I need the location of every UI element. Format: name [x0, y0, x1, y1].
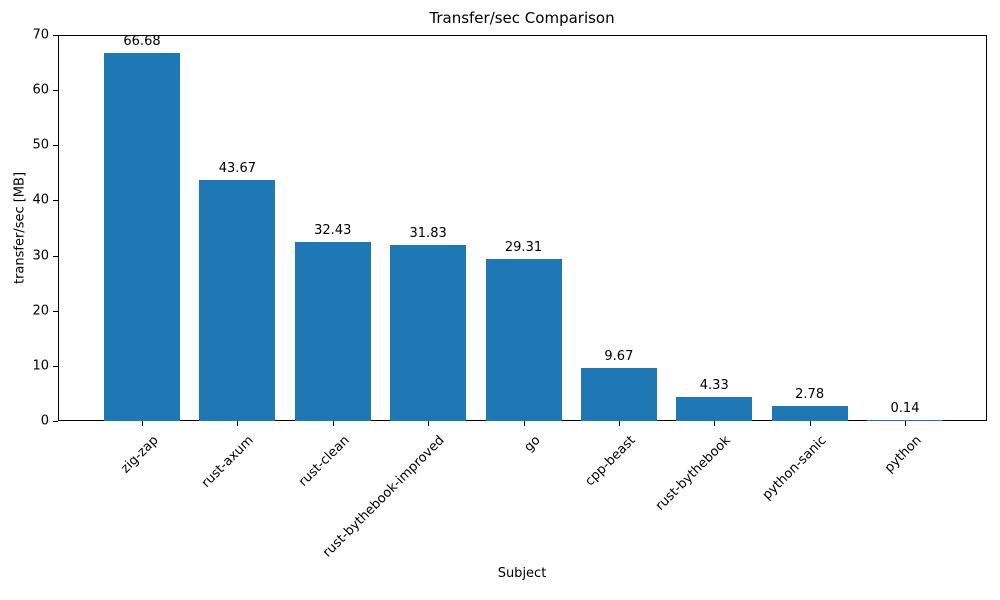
x-tick-label: python-sanic	[759, 433, 830, 503]
y-tick-mark	[53, 35, 58, 36]
bar	[104, 53, 180, 421]
y-tick-mark	[53, 200, 58, 202]
x-tick-mark	[714, 421, 716, 426]
bar-value-label: 66.68	[123, 34, 161, 50]
bar	[390, 245, 467, 421]
bar-value-label: 0.14	[890, 401, 920, 416]
y-tick-label: 20	[32, 303, 49, 319]
y-tick-mark	[53, 365, 58, 367]
bar-value-label: 31.83	[409, 226, 447, 242]
y-tick-mark	[53, 310, 58, 312]
x-tick-mark	[237, 421, 239, 426]
y-tick-label: 40	[32, 192, 49, 208]
bar	[294, 242, 371, 421]
y-tick-label: 60	[32, 82, 49, 98]
x-tick-label: rust-axum	[199, 433, 257, 491]
x-tick-mark	[905, 421, 906, 426]
y-tick-label: 70	[32, 27, 49, 43]
x-tick-label: cpp-beast	[582, 433, 639, 490]
bar	[580, 367, 657, 421]
x-tick-mark	[523, 421, 525, 426]
bar	[867, 420, 943, 421]
bar-value-label: 43.67	[218, 161, 256, 177]
x-tick-label: rust-bythebook	[653, 433, 734, 514]
y-tick-mark	[53, 90, 58, 92]
bar-value-label: 9.67	[604, 348, 634, 364]
bar-value-label: 32.43	[314, 223, 352, 239]
x-tick-mark	[142, 421, 143, 426]
bar	[485, 259, 562, 421]
x-tick-label: rust-clean	[295, 433, 353, 490]
y-tick-label: 0	[40, 413, 49, 429]
y-tick-label: 10	[32, 358, 49, 374]
x-tick-label: zig-zap	[118, 433, 162, 477]
y-tick-mark	[53, 145, 58, 147]
chart-title: Transfer/sec Comparison	[429, 9, 615, 27]
x-tick-mark	[618, 421, 620, 426]
x-tick-label: python	[881, 433, 925, 476]
bar-value-label: 4.33	[699, 378, 729, 394]
bar	[199, 180, 276, 421]
bar-value-label: 29.31	[504, 240, 543, 256]
y-tick-label: 50	[32, 137, 49, 153]
y-tick-label: 30	[32, 248, 49, 264]
x-tick-mark	[332, 421, 334, 426]
x-tick-label: go	[521, 433, 544, 456]
bar	[771, 405, 848, 421]
bar	[676, 397, 753, 421]
y-axis-label: transfer/sec [MB]	[12, 171, 28, 285]
x-tick-mark	[428, 421, 430, 426]
bar-value-label: 2.78	[795, 386, 825, 402]
x-axis-label: Subject	[497, 566, 547, 581]
x-tick-mark	[809, 421, 811, 426]
y-tick-mark	[53, 421, 58, 422]
y-tick-mark	[53, 255, 58, 257]
